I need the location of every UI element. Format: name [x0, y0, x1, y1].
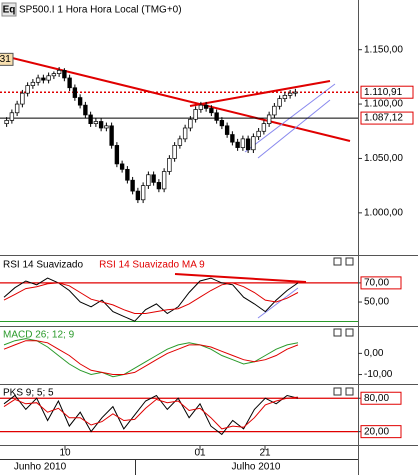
candle-body — [214, 112, 219, 121]
y-tick-label: -10,00 — [364, 369, 393, 380]
candle-body — [156, 182, 162, 190]
icon-box[interactable] — [1, 2, 17, 17]
candle-body — [240, 138, 246, 148]
peak-label-box — [0, 52, 14, 66]
y-tick-box — [360, 425, 402, 439]
y-tick-label: 1.100,00 — [364, 99, 403, 110]
candle-body — [256, 130, 261, 138]
candle-body — [193, 109, 198, 120]
candle-body — [51, 73, 57, 77]
candle-body — [25, 85, 30, 94]
candle-body — [230, 134, 235, 143]
candle-body — [114, 145, 120, 165]
price-label-box — [360, 111, 414, 125]
candle-body — [93, 121, 99, 124]
candle-body — [30, 81, 36, 86]
candle-body — [56, 70, 62, 74]
candle-body — [167, 158, 172, 172]
y-tick-label: 1.150,00 — [364, 44, 403, 55]
candle-body — [130, 179, 135, 192]
candle-body — [125, 168, 130, 181]
candle-body — [224, 125, 230, 135]
candle-body — [245, 138, 251, 151]
candle-body — [277, 98, 282, 107]
indicator-line — [3, 396, 299, 430]
legend-entry: MACD 26; 12; 9 — [3, 330, 75, 341]
y-tick-label: 20,00 — [364, 426, 389, 437]
indicator-line — [3, 277, 299, 322]
indicator-line — [3, 282, 299, 314]
y-tick-label: 1.050,00 — [364, 153, 403, 164]
candle-body — [182, 127, 188, 140]
legend-entry: RSI 14 Suavizado MA 9 — [99, 260, 205, 271]
x-ticks — [0, 446, 358, 475]
candle-body — [287, 92, 293, 96]
candle-body — [151, 174, 156, 183]
candle-body — [77, 97, 83, 106]
candle-body — [104, 125, 109, 129]
candle-body — [188, 118, 193, 129]
candle-body — [203, 104, 209, 109]
candle-body — [172, 145, 177, 159]
candle-body — [41, 77, 46, 81]
candle-body — [251, 136, 256, 151]
price-label-box — [360, 85, 414, 99]
candle-body — [198, 104, 204, 110]
candle-body — [261, 123, 267, 132]
x-label: 21 — [259, 448, 271, 459]
candle-body — [35, 77, 41, 83]
candle-body — [266, 114, 272, 124]
y-tick-label: 1.000,00 — [364, 207, 403, 218]
candle-body — [67, 77, 72, 89]
legend-entry: PKS 9; 5; 5 — [3, 388, 54, 399]
candle-body — [46, 75, 51, 81]
chart-title[interactable]: SP500.I 1 Hora Hora Local (TMG+0) — [19, 5, 182, 16]
candle-body — [62, 70, 67, 79]
candle-body — [235, 141, 240, 148]
y-tick-label: 0,00 — [364, 348, 384, 359]
candle-body — [14, 103, 20, 114]
peak-label: 1131 — [0, 54, 11, 65]
y-tick-box — [360, 391, 402, 405]
y-tick-label: 70,00 — [364, 278, 389, 289]
x-label: 10 — [59, 448, 71, 459]
candle-body — [83, 104, 88, 116]
x-month: Julho 2010 — [232, 462, 281, 473]
panel-icons[interactable] — [333, 257, 354, 396]
candle-body — [219, 120, 225, 127]
candle-body — [177, 138, 183, 146]
candle-body — [146, 174, 151, 186]
candle-body — [272, 105, 277, 116]
candle-body — [161, 171, 167, 190]
candle-body — [98, 121, 104, 129]
candle-body — [9, 112, 15, 121]
candle-body — [209, 108, 214, 114]
candle-body — [140, 185, 146, 201]
price-label: 1.110,91 — [364, 87, 403, 98]
candle-body — [119, 163, 125, 170]
candle-body — [88, 114, 93, 124]
x-month: Junho 2010 — [14, 462, 67, 473]
icon-label[interactable]: Eq — [3, 5, 16, 16]
candle-body — [135, 190, 141, 201]
x-label: 01 — [194, 448, 206, 459]
candle-body — [293, 91, 298, 94]
candle-body — [109, 125, 114, 146]
candle-body — [282, 95, 288, 99]
indicator-line — [3, 340, 299, 375]
candle-body — [4, 120, 9, 124]
y-tick-box — [360, 276, 402, 290]
price-label: 1.087,12 — [364, 113, 403, 124]
candle-body — [72, 87, 78, 98]
legend-entry: RSI 14 Suavizado — [3, 260, 83, 271]
indicator-line — [3, 338, 299, 378]
y-tick-label: 50,00 — [364, 297, 389, 308]
y-tick-label: 80,00 — [364, 393, 389, 404]
candle-body — [20, 92, 25, 105]
